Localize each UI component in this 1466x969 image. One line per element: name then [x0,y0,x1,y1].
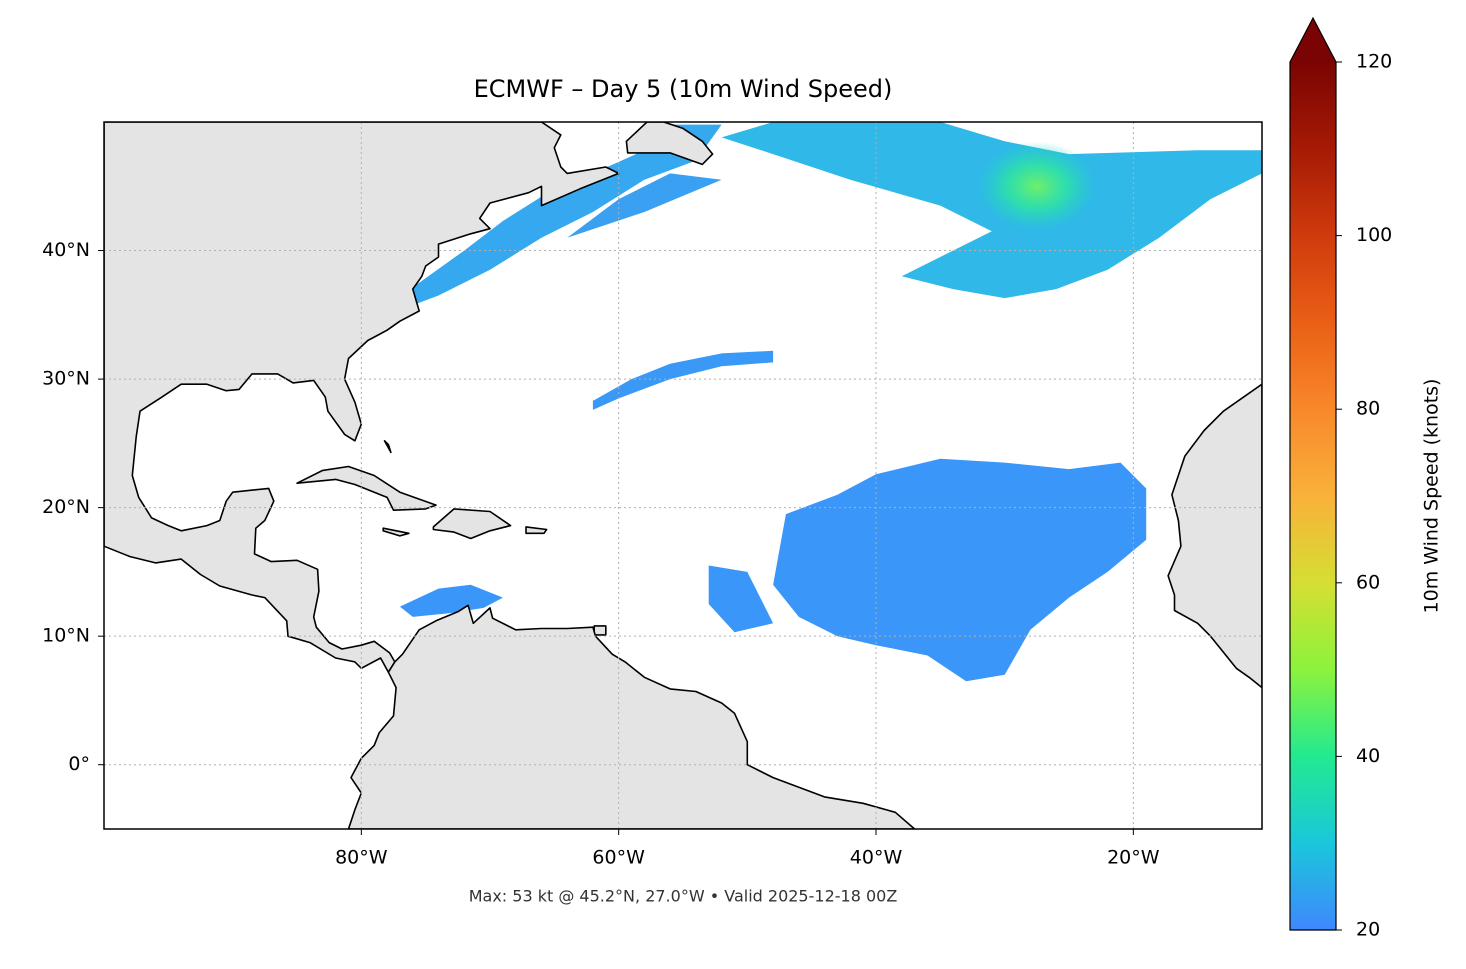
colorbar-tick-label: 40 [1356,745,1380,767]
x-tick-label: 20°W [1107,847,1160,869]
land [525,526,548,535]
land [593,625,607,636]
y-tick-label: 40°N [42,239,90,261]
wind-swath [592,350,774,410]
colorbar-tick-label: 100 [1356,224,1392,246]
wind-swath [708,565,774,633]
map-title: ECMWF – Day 5 (10m Wind Speed) [474,75,893,103]
colorbar: 20 40 60 80 100 120 [1289,16,1392,941]
colorbar-tick-label: 80 [1356,398,1380,420]
land [296,465,437,512]
wind-swath [773,458,1147,682]
colorbar-tick-label: 20 [1356,919,1380,941]
wind-maximum [976,141,1097,232]
wind-swath [567,173,722,238]
footer: Max: 53 kt @ 45.2°N, 27.0°W • Valid 2025… [469,887,898,906]
x-tick-label: 60°W [592,847,645,869]
land [104,122,620,674]
land [625,122,714,166]
land [1167,383,1262,689]
land [382,527,410,537]
y-tick-label: 20°N [42,496,90,518]
map-frame [103,121,1263,830]
y-tick-label: 0° [68,753,90,775]
land [383,439,392,454]
colorbar-ramp [1290,62,1336,930]
colorbar-outline [1289,16,1337,931]
wind-swath [399,584,503,617]
land [432,508,512,540]
y-tick-label: 10°N [42,625,90,647]
colorbar-extend [1290,18,1336,62]
land [347,604,916,829]
y-tick-label: 30°N [42,368,90,390]
wind-swath [380,124,722,315]
colorbar-label: 10m Wind Speed (knots) [1421,379,1443,614]
colorbar-tick-label: 120 [1356,51,1392,73]
x-tick-label: 80°W [335,847,388,869]
x-tick-label: 40°W [850,847,903,869]
colorbar-tick-label: 60 [1356,571,1380,593]
map-area [104,122,1262,829]
